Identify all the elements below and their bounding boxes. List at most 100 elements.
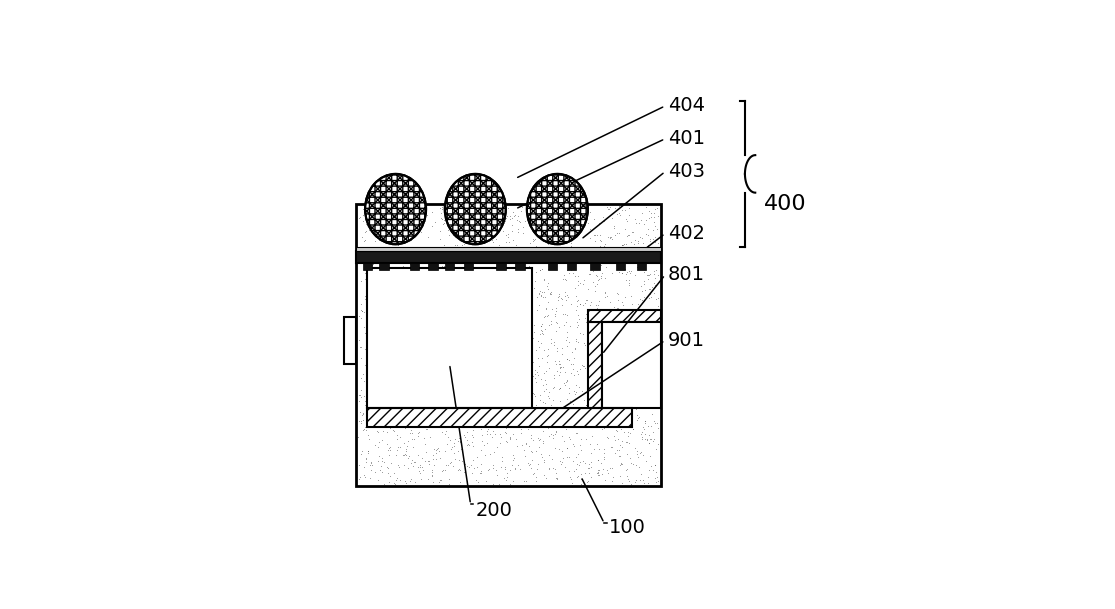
- Point: [447, 220, 465, 230]
- Point: [483, 432, 501, 442]
- Point: [514, 368, 532, 378]
- Point: [350, 460, 368, 470]
- Point: [382, 247, 400, 257]
- Point: [595, 423, 613, 432]
- Point: [365, 313, 382, 323]
- Point: [527, 248, 545, 258]
- Point: [564, 415, 582, 425]
- Point: [609, 295, 627, 305]
- Point: [559, 414, 576, 423]
- Point: [637, 347, 655, 356]
- Point: [459, 348, 477, 357]
- Point: [579, 463, 597, 473]
- Point: [420, 420, 438, 430]
- Point: [439, 300, 457, 310]
- Point: [615, 206, 633, 216]
- Point: [414, 306, 432, 316]
- Point: [556, 233, 574, 243]
- Point: [421, 389, 439, 398]
- Point: [573, 386, 591, 396]
- Point: [395, 449, 413, 459]
- Point: [532, 390, 550, 400]
- Point: [639, 270, 657, 280]
- Point: [508, 328, 526, 337]
- Point: [634, 342, 652, 352]
- Point: [465, 292, 483, 301]
- Point: [484, 295, 502, 304]
- Point: [391, 297, 409, 306]
- Point: [545, 264, 563, 273]
- Point: [571, 409, 589, 419]
- Point: [570, 460, 588, 470]
- Point: [575, 363, 593, 373]
- Point: [381, 442, 399, 452]
- Point: [491, 429, 508, 439]
- Point: [560, 389, 578, 398]
- Point: [586, 389, 604, 398]
- Point: [649, 293, 667, 303]
- Point: [649, 211, 667, 221]
- Point: [425, 357, 443, 367]
- Point: [621, 409, 639, 419]
- Point: [380, 407, 398, 417]
- Point: [498, 353, 516, 362]
- Point: [466, 386, 484, 396]
- Point: [482, 406, 500, 415]
- Point: [534, 413, 552, 423]
- Point: [395, 202, 413, 212]
- Point: [434, 338, 452, 348]
- Point: [384, 331, 401, 341]
- Point: [382, 350, 400, 360]
- Point: [502, 432, 520, 442]
- Point: [352, 392, 370, 402]
- Point: [399, 463, 417, 473]
- Point: [497, 286, 515, 296]
- Point: [507, 240, 525, 250]
- Point: [618, 370, 636, 380]
- Point: [552, 363, 570, 373]
- Point: [360, 275, 378, 285]
- Point: [376, 246, 394, 256]
- Point: [597, 292, 614, 302]
- Point: [601, 368, 619, 378]
- Point: [502, 378, 520, 387]
- Point: [620, 281, 638, 290]
- Point: [377, 262, 395, 272]
- Point: [434, 362, 452, 372]
- Point: [481, 252, 498, 261]
- Point: [474, 217, 492, 227]
- Point: [603, 336, 621, 346]
- Point: [464, 340, 482, 350]
- Point: [626, 367, 643, 377]
- Point: [390, 385, 408, 395]
- Point: [531, 395, 549, 405]
- Point: [527, 305, 545, 315]
- Point: [564, 466, 582, 476]
- Point: [404, 434, 421, 444]
- Point: [604, 313, 622, 323]
- Point: [359, 446, 377, 456]
- Point: [569, 276, 586, 286]
- Bar: [409, 263, 419, 270]
- Point: [615, 412, 633, 421]
- Point: [503, 304, 521, 314]
- Point: [465, 463, 483, 473]
- Point: [478, 356, 496, 366]
- Point: [598, 465, 615, 475]
- Point: [620, 438, 638, 448]
- Point: [452, 321, 469, 331]
- Point: [450, 465, 468, 475]
- Point: [503, 318, 521, 328]
- Point: [443, 331, 460, 341]
- Point: [589, 465, 607, 474]
- Point: [485, 447, 503, 457]
- Point: [447, 256, 465, 266]
- Point: [590, 300, 608, 309]
- Point: [420, 409, 438, 419]
- Point: [618, 352, 636, 362]
- Point: [576, 404, 594, 414]
- Point: [544, 244, 562, 253]
- Point: [583, 267, 601, 276]
- Point: [486, 220, 504, 230]
- Point: [571, 314, 589, 324]
